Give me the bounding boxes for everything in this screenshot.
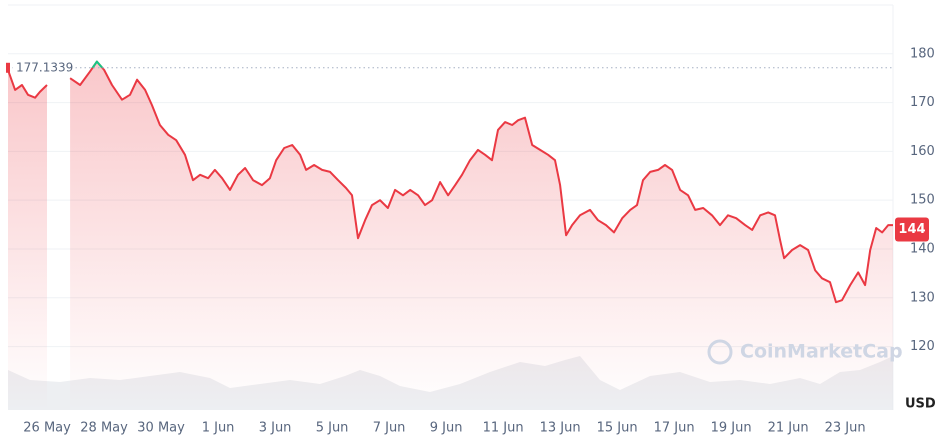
price-line: [7, 69, 48, 99]
x-tick-label: 1 Jun: [202, 421, 235, 436]
y-tick-label: 150: [910, 193, 935, 208]
y-tick-label: 140: [910, 241, 935, 256]
price-area: [70, 61, 894, 410]
x-tick-label: 21 Jun: [768, 421, 809, 436]
reference-marker: [6, 62, 10, 73]
y-tick-label: 120: [910, 339, 935, 354]
x-tick-label: 26 May: [23, 421, 71, 436]
reference-label: 177.1339: [16, 60, 73, 74]
x-tick-label: 17 Jun: [654, 421, 695, 436]
y-tick-label: 160: [910, 144, 935, 159]
x-tick-label: 15 Jun: [597, 421, 638, 436]
y-tick-label: 170: [910, 95, 935, 110]
x-tick-label: 3 Jun: [259, 421, 292, 436]
x-tick-label: 9 Jun: [430, 421, 463, 436]
price-badge-label: 144: [898, 222, 925, 237]
x-tick-label: 19 Jun: [711, 421, 752, 436]
watermark: CoinMarketCap: [740, 341, 903, 363]
price-line: [69, 60, 893, 304]
price-area: [8, 69, 47, 411]
x-tick-label: 5 Jun: [316, 421, 349, 436]
price-badge: [895, 217, 929, 242]
x-tick-label: 30 May: [137, 421, 185, 436]
x-tick-label: 11 Jun: [483, 421, 524, 436]
y-tick-label: 130: [910, 290, 935, 305]
y-tick-label: 180: [910, 46, 935, 61]
unit-label: USD: [905, 397, 936, 412]
x-tick-label: 13 Jun: [540, 421, 581, 436]
x-tick-label: 28 May: [80, 421, 128, 436]
watermark-logo: [707, 339, 733, 365]
reference-label-bg: [13, 58, 73, 77]
x-tick-label: 7 Jun: [373, 421, 406, 436]
x-tick-label: 23 Jun: [825, 421, 866, 436]
